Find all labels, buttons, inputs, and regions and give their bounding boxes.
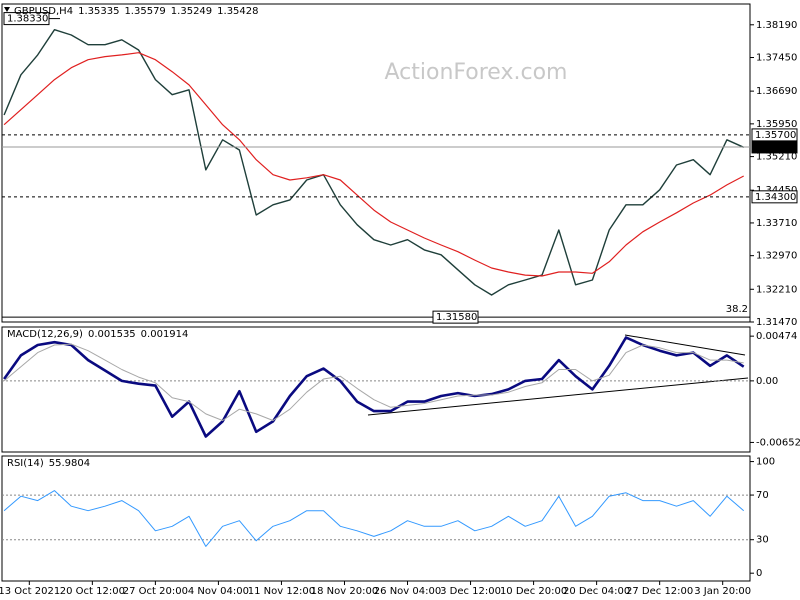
panel-label: 1.35335 (78, 6, 119, 17)
y-tick-label: 30 (756, 535, 769, 546)
x-tick-label: 3 Jan 20:00 (694, 586, 751, 597)
panel-label: RSI(14) (7, 458, 44, 469)
y-tick-label: 1.32210 (756, 284, 797, 295)
series-line (3, 343, 744, 421)
price-panel (1, 3, 751, 323)
x-tick-label: 11 Nov 12:00 (248, 586, 315, 597)
panel-label: 0.001914 (141, 329, 189, 340)
y-tick-label: 1.38190 (756, 20, 797, 31)
y-tick-label: 1.31470 (756, 317, 797, 328)
x-tick-label: 10 Dec 20:00 (500, 586, 567, 597)
level-label-box (751, 140, 798, 154)
y-tick-label: 70 (756, 490, 769, 501)
y-tick-label: 0.00 (756, 376, 778, 387)
fib-label: 38.2 (726, 304, 748, 315)
y-tick-label: 0 (756, 568, 762, 579)
level-label-box (432, 310, 479, 324)
y-tick-label: 1.36690 (756, 86, 797, 97)
level-label-box (3, 12, 50, 26)
x-tick-label: 26 Nov 04:00 (374, 586, 441, 597)
x-tick-label: 13 Oct 2021 (0, 586, 60, 597)
rsi-panel (1, 455, 751, 582)
y-tick-label: 1.35950 (756, 119, 797, 130)
x-tick-label: 20 Dec 04:00 (563, 586, 630, 597)
macd-panel (1, 326, 751, 453)
watermark: ActionForex.com (385, 60, 568, 85)
level-label: 1.35428 (755, 142, 796, 153)
trendline (624, 334, 746, 356)
panel-label: 1.35249 (171, 6, 212, 17)
y-tick-label: 1.32970 (756, 251, 797, 262)
panel-label: 1.35428 (217, 6, 258, 17)
y-tick-label: -0.006526 (756, 437, 800, 448)
level-label-box (751, 190, 798, 204)
series-line (3, 336, 745, 438)
y-tick-label: 1.35210 (756, 152, 797, 163)
panel-label: 0.001535 (88, 329, 136, 340)
y-tick-label: 0.00474 (756, 331, 797, 342)
x-tick-label: 27 Oct 20:00 (123, 586, 188, 597)
series-line (3, 490, 745, 547)
level-label: 1.31580 (436, 312, 477, 323)
level-label: 1.34300 (755, 192, 796, 203)
y-tick-label: 100 (756, 457, 775, 468)
panel-label: 55.9804 (49, 458, 90, 469)
y-tick-label: 1.37450 (756, 53, 797, 64)
panel-label: 1.35579 (124, 6, 165, 17)
panel-label: MACD(12,26,9) (7, 329, 83, 340)
series-line (3, 52, 744, 277)
x-tick-label: 18 Nov 20:00 (311, 586, 378, 597)
trendline (367, 377, 749, 416)
x-tick-label: 20 Oct 12:00 (60, 586, 125, 597)
symbol-icon (4, 7, 10, 12)
series-line (3, 29, 744, 296)
level-label: 1.38330 (7, 14, 48, 25)
y-tick-label: 1.33710 (756, 218, 797, 229)
panel-label: GBPUSD,H4 (14, 6, 73, 17)
x-tick-label: 3 Dec 12:00 (440, 586, 501, 597)
x-tick-label: 4 Nov 04:00 (188, 586, 249, 597)
level-label: 1.35700 (755, 130, 796, 141)
x-tick-label: 27 Dec 12:00 (626, 586, 693, 597)
